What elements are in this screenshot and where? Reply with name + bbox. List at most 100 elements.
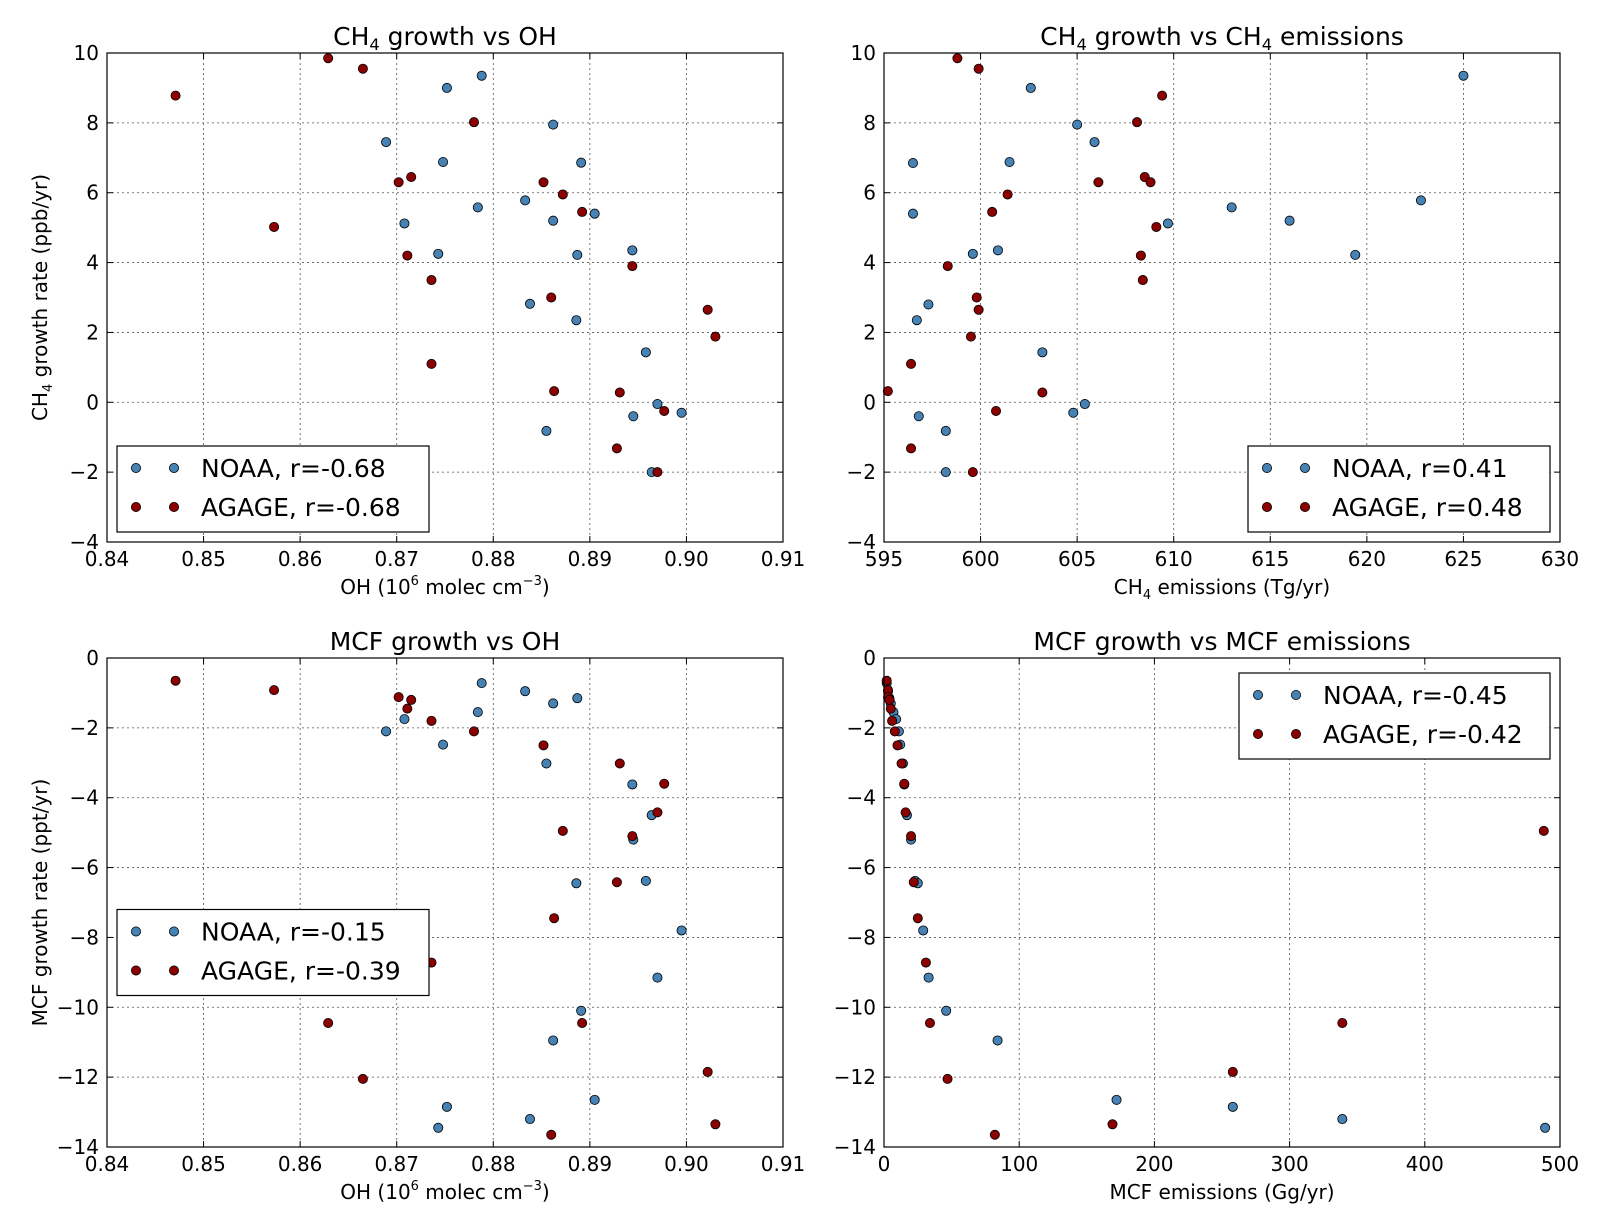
data-point [1002, 189, 1013, 200]
data-point [399, 218, 410, 229]
data-point [1111, 1094, 1122, 1105]
chart-title-part: MCF growth vs MCF emissions [1033, 627, 1410, 656]
series-agage [881, 675, 1549, 1140]
data-point [520, 686, 531, 697]
data-point [548, 119, 559, 130]
data-point [1135, 250, 1146, 261]
data-point [971, 292, 982, 303]
data-point [476, 678, 487, 689]
legend-label: NOAA, r=-0.15 [201, 918, 386, 947]
data-point [889, 726, 900, 737]
data-point [1151, 221, 1162, 232]
data-point [973, 304, 984, 315]
data-point [710, 1119, 721, 1130]
data-point [899, 778, 910, 789]
x-tick-label: 0.88 [471, 547, 516, 571]
data-point [1072, 119, 1083, 130]
x-axis-label: OH (106 molec cm−3) [340, 1179, 549, 1204]
x-tick-label: 625 [1444, 547, 1482, 571]
legend-label: NOAA, r=0.41 [1332, 454, 1508, 483]
x-tick-label: 0.84 [85, 547, 130, 571]
y-tick-label: −8 [70, 925, 99, 949]
data-point [548, 215, 559, 226]
data-point [1037, 387, 1048, 398]
data-point [913, 411, 924, 422]
x-axis-label-part: OH (10 [340, 575, 410, 599]
x-axis-label-part: 6 [411, 1179, 419, 1194]
data-point [572, 249, 583, 260]
data-point [920, 957, 931, 968]
y-axis-label-part: MCF growth rate (ppt/yr) [28, 779, 52, 1027]
data-point [1540, 1122, 1551, 1133]
series-agage [170, 53, 721, 478]
data-point [441, 1101, 452, 1112]
x-tick-label: 200 [1135, 1152, 1173, 1176]
data-point [942, 261, 953, 272]
data-point [1284, 215, 1295, 226]
data-point [1004, 156, 1015, 167]
data-point [628, 411, 639, 422]
y-tick-label: −8 [847, 925, 876, 949]
x-tick-label: 0.90 [664, 1152, 709, 1176]
data-point [992, 245, 1003, 256]
legend-label: AGAGE, r=-0.42 [1323, 720, 1523, 749]
plot-frame [106, 657, 784, 1148]
y-tick-label: −2 [70, 716, 99, 740]
data-point [1458, 70, 1469, 81]
data-point [967, 248, 978, 259]
legend: NOAA, r=-0.68 AGAGE, r=-0.68 [116, 445, 430, 533]
data-point [576, 157, 587, 168]
data-point [892, 740, 903, 751]
data-point [884, 694, 895, 705]
y-tick-label: 0 [863, 390, 876, 414]
data-point [576, 1005, 587, 1016]
data-point [170, 675, 181, 686]
x-tick-label: 300 [1271, 1152, 1309, 1176]
x-axis-label-part: molec cm [419, 575, 523, 599]
y-tick-label: 0 [86, 646, 99, 670]
data-point [406, 171, 417, 182]
data-point [627, 831, 638, 842]
legend-label: AGAGE, r=-0.68 [201, 493, 401, 522]
legend-box [1238, 672, 1551, 760]
y-tick-label: −2 [847, 716, 876, 740]
data-point [1227, 1101, 1238, 1112]
legend-box [116, 908, 430, 997]
chart-title-part: 4 [1076, 35, 1086, 54]
series-noaa [381, 70, 687, 478]
x-tick-label: 0.91 [761, 1152, 806, 1176]
data-point [393, 692, 404, 703]
chart-title-part: 4 [1262, 35, 1272, 54]
legend: NOAA, r=0.41 AGAGE, r=0.48 [1247, 445, 1551, 533]
y-tick-label: −4 [70, 530, 99, 554]
x-tick-label: 605 [1058, 547, 1096, 571]
y-tick-label: −4 [847, 786, 876, 810]
data-point [973, 63, 984, 74]
y-axis-label-part: growth rate (ppb/yr) [28, 174, 52, 384]
series-agage [170, 675, 721, 1140]
x-tick-label: 0.84 [85, 1152, 130, 1176]
data-point [468, 117, 479, 128]
data-point [907, 208, 918, 219]
data-point [992, 1035, 1003, 1046]
data-point [907, 158, 918, 169]
chart-panel-3: 0.84 0.85 0.86 0.87 0.88 0.89 0.90 0.91 −14 −12 −1… [28, 627, 805, 1204]
data-point [577, 1018, 588, 1029]
data-point [659, 778, 670, 789]
data-point [557, 825, 568, 836]
data-point [541, 425, 552, 436]
chart-title-part: growth vs CH [1087, 22, 1262, 51]
y-tick-label: 2 [863, 320, 876, 344]
data-point [940, 425, 951, 436]
data-point [589, 208, 600, 219]
data-point [967, 467, 978, 478]
y-axis-label-part: CH [28, 392, 52, 421]
chart-title-part: CH [1040, 22, 1076, 51]
series-noaa [381, 678, 687, 1133]
data-point [1137, 275, 1148, 286]
legend-marker [1291, 690, 1302, 701]
data-point [546, 1129, 557, 1140]
data-point [906, 443, 917, 454]
x-tick-label: 0 [878, 1152, 891, 1176]
